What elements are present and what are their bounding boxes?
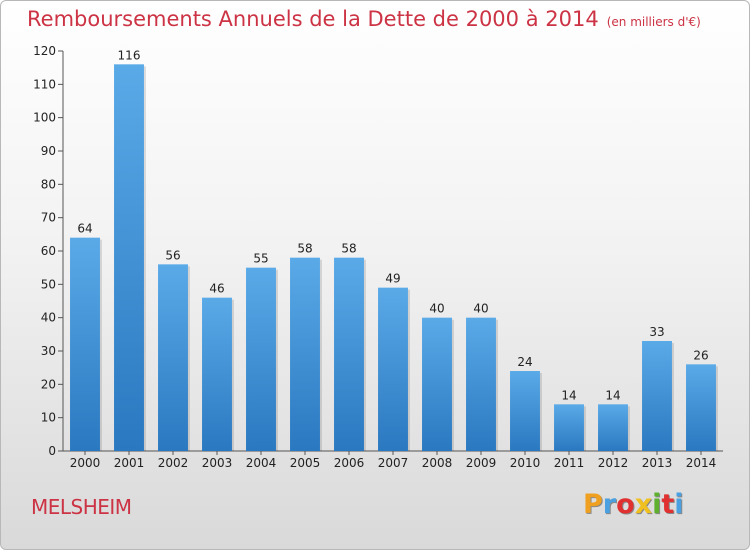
y-tick-label: 70 <box>41 211 56 225</box>
proxiti-logo: Proxiti <box>583 489 684 520</box>
y-tick-label: 80 <box>41 177 56 191</box>
bar <box>334 257 364 451</box>
bar <box>378 287 408 451</box>
bar-value-label: 14 <box>605 388 620 402</box>
y-tick-label: 30 <box>41 344 56 358</box>
bar <box>202 297 232 451</box>
x-tick-label: 2008 <box>422 456 453 470</box>
logo-letter: t <box>661 489 675 520</box>
x-tick-label: 2012 <box>598 456 629 470</box>
bar <box>510 371 540 451</box>
bar-value-label: 56 <box>165 248 180 262</box>
x-tick-label: 2006 <box>334 456 365 470</box>
y-tick-label: 120 <box>33 44 56 58</box>
y-tick-label: 90 <box>41 144 56 158</box>
x-tick-label: 2000 <box>70 456 101 470</box>
bar-value-label: 49 <box>385 272 400 286</box>
bar <box>554 404 584 451</box>
logo-letter: i <box>652 489 662 520</box>
bar-value-label: 24 <box>517 355 532 369</box>
city-name: MELSHEIM <box>31 495 132 519</box>
bar <box>686 364 716 451</box>
x-tick-label: 2009 <box>466 456 497 470</box>
bar-value-label: 64 <box>77 222 92 236</box>
bar-value-label: 55 <box>253 252 268 266</box>
bar-value-label: 33 <box>649 325 664 339</box>
bar-value-label: 40 <box>473 302 488 316</box>
y-tick-label: 10 <box>41 411 56 425</box>
x-tick-label: 2007 <box>378 456 409 470</box>
bar-value-label: 40 <box>429 302 444 316</box>
bar <box>642 341 672 451</box>
logo-letter: P <box>583 489 603 520</box>
y-tick-label: 50 <box>41 277 56 291</box>
x-tick-label: 2013 <box>642 456 673 470</box>
y-tick-label: 20 <box>41 377 56 391</box>
logo-letter: o <box>616 489 635 520</box>
bar <box>114 64 144 452</box>
bar-value-label: 26 <box>693 348 708 362</box>
bar <box>422 317 452 451</box>
x-tick-label: 2004 <box>246 456 277 470</box>
bar <box>70 237 100 451</box>
logo-letter: x <box>634 489 653 520</box>
x-tick-label: 2001 <box>114 456 145 470</box>
logo-letter: r <box>602 489 617 520</box>
x-tick-label: 2014 <box>686 456 717 470</box>
chart-title: Remboursements Annuels de la Dette de 20… <box>27 7 701 31</box>
y-tick-label: 110 <box>33 77 56 91</box>
bar <box>466 317 496 451</box>
unit-label: (en milliers d'€) <box>606 15 701 29</box>
bar <box>158 264 188 451</box>
bar-value-label: 58 <box>297 242 312 256</box>
x-tick-label: 2010 <box>510 456 541 470</box>
y-tick-label: 100 <box>33 111 56 125</box>
x-tick-label: 2011 <box>554 456 585 470</box>
bar-value-label: 116 <box>118 48 141 62</box>
bar-value-label: 58 <box>341 242 356 256</box>
x-tick-label: 2002 <box>158 456 189 470</box>
bar-value-label: 46 <box>209 282 224 296</box>
bar <box>290 257 320 451</box>
bar-value-label: 14 <box>561 388 576 402</box>
logo-letter: i <box>674 489 684 520</box>
y-tick-label: 40 <box>41 311 56 325</box>
bar <box>598 404 628 451</box>
x-tick-label: 2005 <box>290 456 321 470</box>
y-tick-label: 60 <box>41 244 56 258</box>
y-tick-label: 0 <box>48 444 56 458</box>
bar <box>246 267 276 451</box>
x-tick-label: 2003 <box>202 456 233 470</box>
